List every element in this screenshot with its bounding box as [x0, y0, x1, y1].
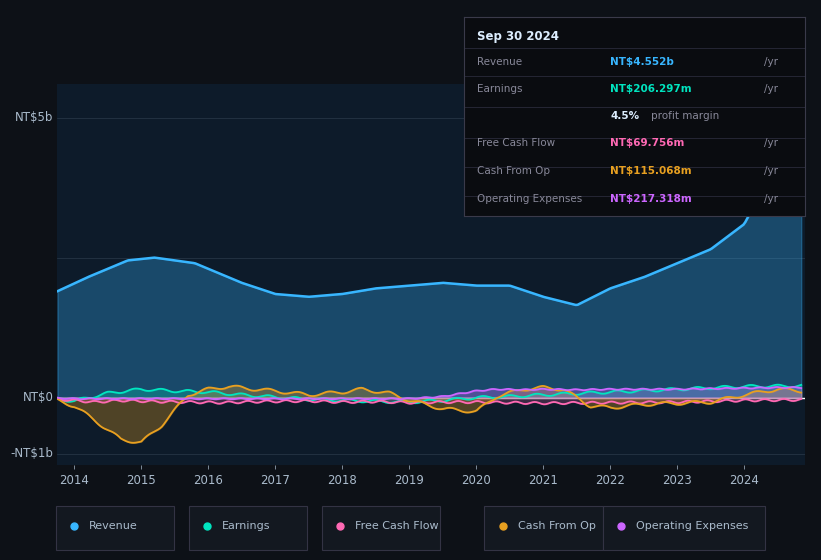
- Text: /yr: /yr: [764, 57, 777, 67]
- Text: Operating Expenses: Operating Expenses: [478, 194, 583, 204]
- Text: NT$206.297m: NT$206.297m: [610, 85, 692, 95]
- FancyBboxPatch shape: [603, 506, 765, 550]
- Text: profit margin: profit margin: [651, 111, 719, 121]
- Text: NT$115.068m: NT$115.068m: [610, 166, 692, 176]
- Text: Earnings: Earnings: [478, 85, 523, 95]
- Text: Revenue: Revenue: [478, 57, 523, 67]
- Text: Cash From Op: Cash From Op: [478, 166, 551, 176]
- Text: NT$4.552b: NT$4.552b: [610, 57, 674, 67]
- Text: NT$217.318m: NT$217.318m: [610, 194, 692, 204]
- Text: /yr: /yr: [764, 166, 777, 176]
- Text: 4.5%: 4.5%: [610, 111, 640, 121]
- Text: NT$69.756m: NT$69.756m: [610, 138, 685, 148]
- FancyBboxPatch shape: [189, 506, 307, 550]
- Text: NT$0: NT$0: [23, 391, 53, 404]
- FancyBboxPatch shape: [56, 506, 174, 550]
- Text: Free Cash Flow: Free Cash Flow: [355, 521, 438, 531]
- FancyBboxPatch shape: [484, 506, 603, 550]
- FancyBboxPatch shape: [322, 506, 440, 550]
- Text: Revenue: Revenue: [89, 521, 138, 531]
- Text: Cash From Op: Cash From Op: [518, 521, 595, 531]
- Text: Earnings: Earnings: [222, 521, 271, 531]
- Text: /yr: /yr: [764, 138, 777, 148]
- Text: -NT$1b: -NT$1b: [11, 447, 53, 460]
- Text: /yr: /yr: [764, 85, 777, 95]
- Text: /yr: /yr: [764, 194, 777, 204]
- Text: Sep 30 2024: Sep 30 2024: [478, 30, 559, 43]
- Text: NT$5b: NT$5b: [16, 111, 53, 124]
- Text: Operating Expenses: Operating Expenses: [636, 521, 748, 531]
- Text: Free Cash Flow: Free Cash Flow: [478, 138, 556, 148]
